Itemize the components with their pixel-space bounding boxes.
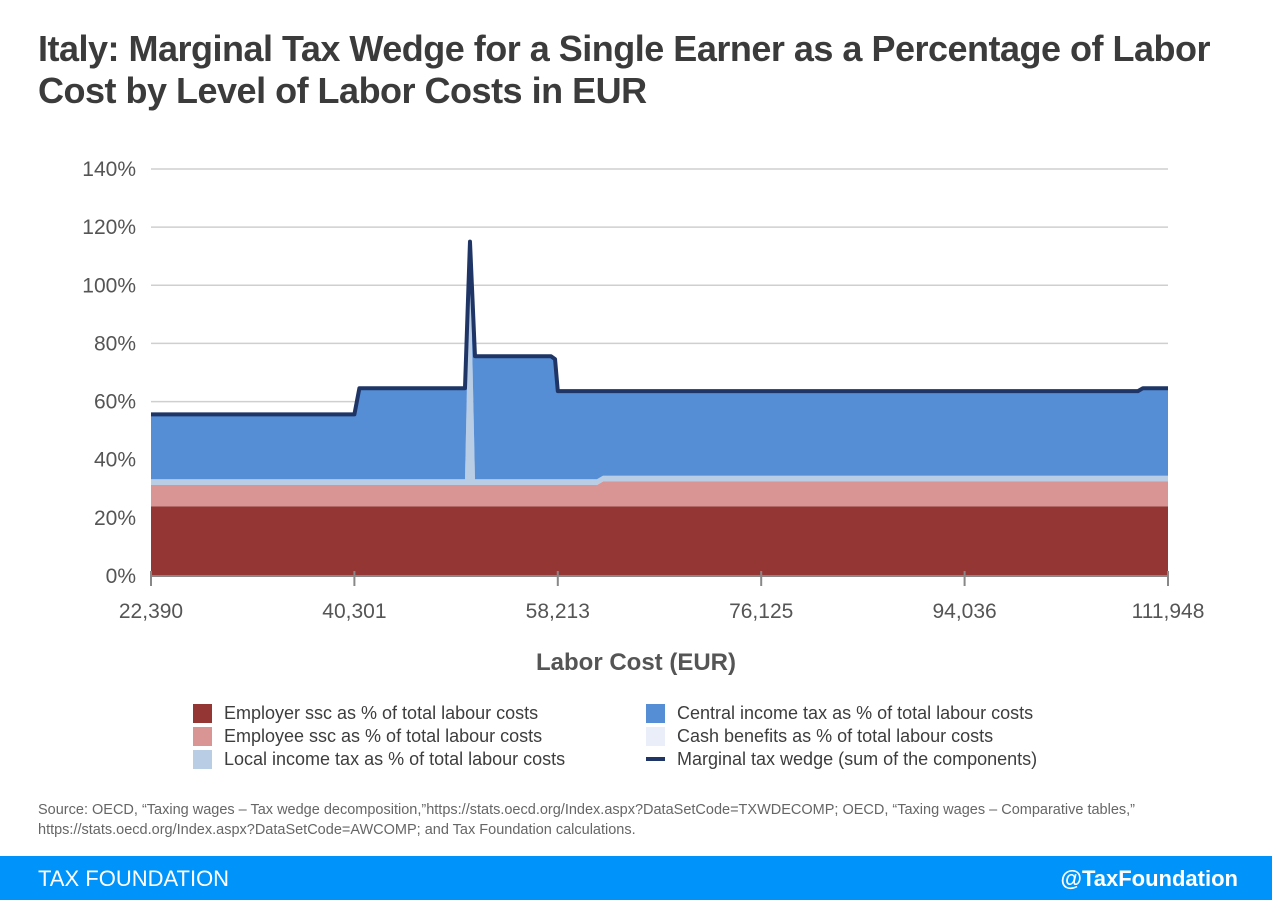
legend-label: Local income tax as % of total labour co… [224,748,566,769]
x-tick-label: 22,390 [119,600,183,623]
area-series-1 [151,481,1168,507]
legend-item: Marginal tax wedge (sum of the component… [646,748,1086,770]
legend-label: Employee ssc as % of total labour costs [224,725,543,746]
legend-swatch [193,749,212,769]
x-tick-label: 40,301 [322,600,386,623]
area-series-3 [151,241,1168,480]
legend-label: Marginal tax wedge (sum of the component… [677,748,1038,769]
legend-item: Central income tax as % of total labour … [646,702,1086,724]
legend-label: Central income tax as % of total labour … [677,702,1034,723]
y-tick-label: 0% [106,565,136,588]
twitter-handle[interactable]: @TaxFoundation [1060,866,1238,891]
y-tick-label: 80% [94,332,136,355]
brand-name: TAX FOUNDATION [38,866,230,891]
source-note: Source: OECD, “Taxing wages – Tax wedge … [38,802,1135,838]
x-tick-label: 94,036 [932,600,996,623]
legend-item: Employee ssc as % of total labour costs [193,725,646,747]
legend-line-swatch [646,757,665,761]
x-axis-title: Labor Cost (EUR) [536,649,736,676]
y-tick-label: 20% [94,507,136,530]
legend-label: Cash benefits as % of total labour costs [677,725,994,746]
legend-item: Employer ssc as % of total labour costs [193,702,646,724]
chart-title: Italy: Marginal Tax Wedge for a Single E… [38,28,1211,111]
area-series-0 [151,506,1168,576]
legend-label: Employer ssc as % of total labour costs [224,702,539,723]
legend-swatch [193,726,212,746]
x-tick-label: 76,125 [729,600,793,623]
legend-swatch [646,703,665,723]
area-series-4 [151,241,1168,415]
marginal-tax-wedge-line [151,239,1168,417]
legend: Employer ssc as % of total labour costs C… [193,702,1086,770]
y-tick-label: 120% [82,216,136,239]
legend-swatch [646,726,665,746]
chart: 0% 20% 40% 60% 80% 100% 120% 140% 22,390 40,301 58… [82,158,1205,676]
legend-swatch [193,703,212,723]
legend-item: Local income tax as % of total labour co… [193,748,646,770]
footer-bar: TAX FOUNDATION @TaxFoundation [0,856,1272,900]
x-tick-label: 111,948 [1132,600,1205,623]
x-tick-label: 58,213 [526,600,590,623]
y-tick-label: 60% [94,391,136,414]
y-tick-label: 40% [94,449,136,472]
y-tick-label: 100% [82,274,136,297]
y-tick-label: 140% [82,158,136,181]
legend-item: Cash benefits as % of total labour costs [646,725,1086,747]
